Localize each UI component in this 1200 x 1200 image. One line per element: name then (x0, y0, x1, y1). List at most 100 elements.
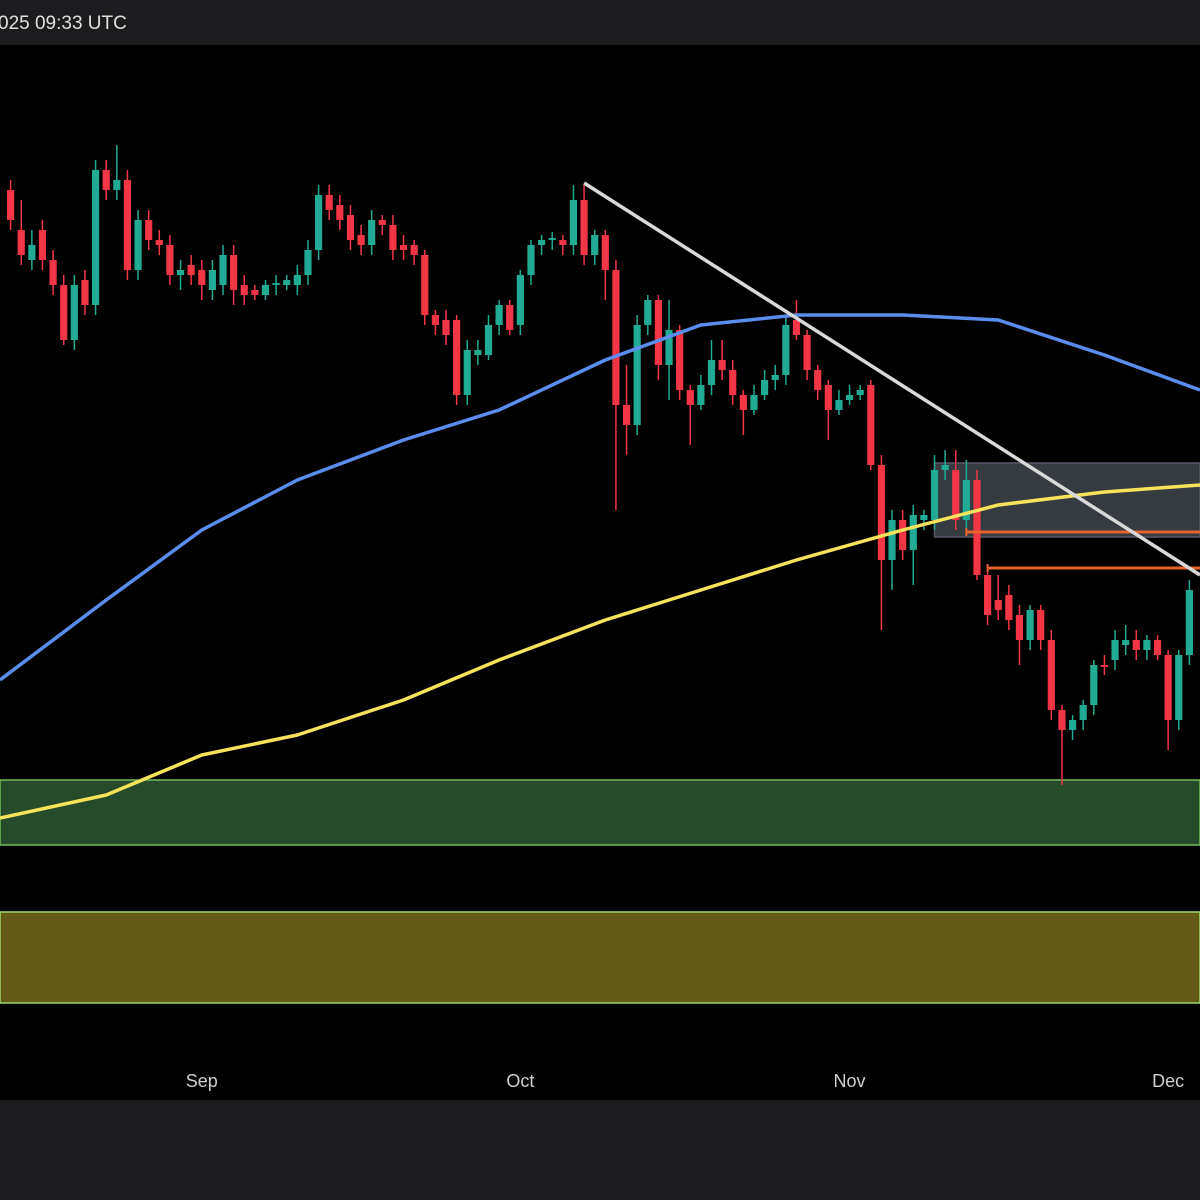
zone (0, 779, 1200, 846)
candle-body (230, 255, 238, 290)
candle-body (272, 283, 280, 285)
candle-body (113, 180, 121, 190)
x-tick-label: Nov (834, 1071, 866, 1091)
candle-body (7, 190, 15, 220)
candle-body (389, 225, 397, 250)
candle-body (378, 220, 386, 225)
candle-body (612, 270, 620, 405)
candle-body (495, 305, 503, 325)
candle-body (994, 600, 1002, 610)
candle-body (516, 275, 524, 325)
top-bar (0, 0, 1200, 45)
candle-body (676, 330, 684, 390)
x-tick-label: Sep (186, 1071, 218, 1091)
candle-body (569, 200, 578, 245)
candle-body (877, 465, 886, 560)
candle-body (697, 385, 705, 405)
candle-body (145, 220, 153, 240)
candle-body (1005, 595, 1013, 620)
candle-body (782, 325, 790, 375)
candle-body (293, 275, 301, 285)
overlay-line (583, 181, 1200, 577)
candle-body (166, 245, 174, 275)
candle-body (1058, 710, 1066, 730)
candle-body (474, 350, 482, 355)
candle-body (336, 205, 344, 220)
candle-body (453, 320, 461, 395)
candle-body (17, 230, 25, 255)
candle-body (410, 245, 418, 255)
candle-body (399, 245, 408, 250)
candle-body (176, 270, 185, 275)
candle-body (1015, 615, 1024, 640)
candle-body (38, 230, 47, 260)
candle-body (155, 240, 163, 245)
candle-body (771, 375, 779, 380)
candle-body (941, 465, 949, 470)
candle-body (750, 395, 758, 410)
candle-body (261, 285, 270, 295)
candle-body (654, 300, 663, 365)
candle-body (537, 240, 546, 245)
candle-body (559, 240, 567, 245)
candle-body (28, 245, 36, 260)
candle-body (198, 270, 206, 285)
candle-body (463, 350, 471, 395)
candle-body (792, 320, 801, 335)
candle-body (1122, 640, 1130, 645)
candle-body (123, 180, 132, 270)
candle-body (1026, 610, 1034, 640)
candle-body (219, 255, 227, 285)
candle-body (580, 200, 588, 255)
candle-body (1143, 640, 1151, 650)
candle-body (962, 480, 970, 520)
candle-body (70, 285, 78, 340)
candle-body (506, 305, 514, 330)
candle-body (421, 255, 429, 315)
candle-body (665, 330, 673, 365)
candle-body (1037, 610, 1045, 640)
candle-body (856, 390, 864, 395)
candle-body (835, 400, 843, 410)
candle-body (930, 470, 939, 520)
candle-body (909, 515, 917, 550)
candle-body (208, 270, 216, 290)
candle-body (591, 235, 599, 255)
candle-body (240, 285, 248, 295)
candle-body (686, 390, 694, 405)
candle-body (548, 238, 556, 240)
candle-body (952, 470, 960, 520)
x-tick-label: Oct (506, 1071, 534, 1091)
candle-body (1090, 665, 1098, 705)
candle-body (1153, 640, 1162, 655)
candle-body (527, 245, 535, 275)
candle-body (283, 280, 291, 285)
candle-body (442, 320, 450, 335)
candle-body (251, 290, 259, 295)
candle-body (1111, 640, 1119, 660)
candle-body (81, 280, 89, 305)
candle-body (357, 235, 365, 245)
candle-body (845, 395, 854, 400)
timestamp: 025 09:33 UTC (0, 13, 127, 34)
candle-body (718, 360, 726, 370)
candle-body (824, 385, 832, 410)
candle-body (761, 380, 769, 395)
candle-body (888, 520, 896, 560)
candle-body (325, 195, 333, 210)
candle-body (187, 265, 195, 275)
candle-body (1185, 590, 1193, 655)
overlay-line (0, 483, 1200, 820)
candle-body (1079, 705, 1087, 720)
candle-body (973, 480, 981, 575)
candle-body (91, 170, 100, 305)
candle-body (601, 235, 609, 270)
candle-body (1100, 665, 1109, 667)
candle-body (304, 250, 312, 275)
candle-body (1068, 720, 1077, 730)
candle-body (60, 285, 68, 340)
x-tick-label: Dec (1152, 1071, 1184, 1091)
candle-body (920, 515, 928, 520)
candle-body (739, 395, 747, 410)
